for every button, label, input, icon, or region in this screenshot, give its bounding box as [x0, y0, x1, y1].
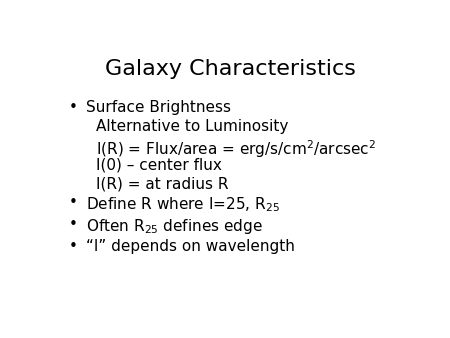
Text: •: • [68, 100, 77, 115]
Text: Surface Brightness: Surface Brightness [86, 100, 231, 115]
Text: Often R$_{25}$ defines edge: Often R$_{25}$ defines edge [86, 217, 263, 236]
Text: “I” depends on wavelength: “I” depends on wavelength [86, 239, 295, 254]
Text: I(R) = at radius R: I(R) = at radius R [96, 176, 229, 191]
Text: Define R where I=25, R$_{25}$: Define R where I=25, R$_{25}$ [86, 195, 279, 214]
Text: •: • [68, 239, 77, 254]
Text: •: • [68, 195, 77, 211]
Text: •: • [68, 217, 77, 232]
Text: I(R) = Flux/area = erg/s/cm$^2$/arcsec$^2$: I(R) = Flux/area = erg/s/cm$^2$/arcsec$^… [96, 139, 376, 160]
Text: Alternative to Luminosity: Alternative to Luminosity [96, 119, 289, 135]
Text: Galaxy Characteristics: Galaxy Characteristics [105, 59, 356, 79]
Text: I(0) – center flux: I(0) – center flux [96, 158, 222, 172]
